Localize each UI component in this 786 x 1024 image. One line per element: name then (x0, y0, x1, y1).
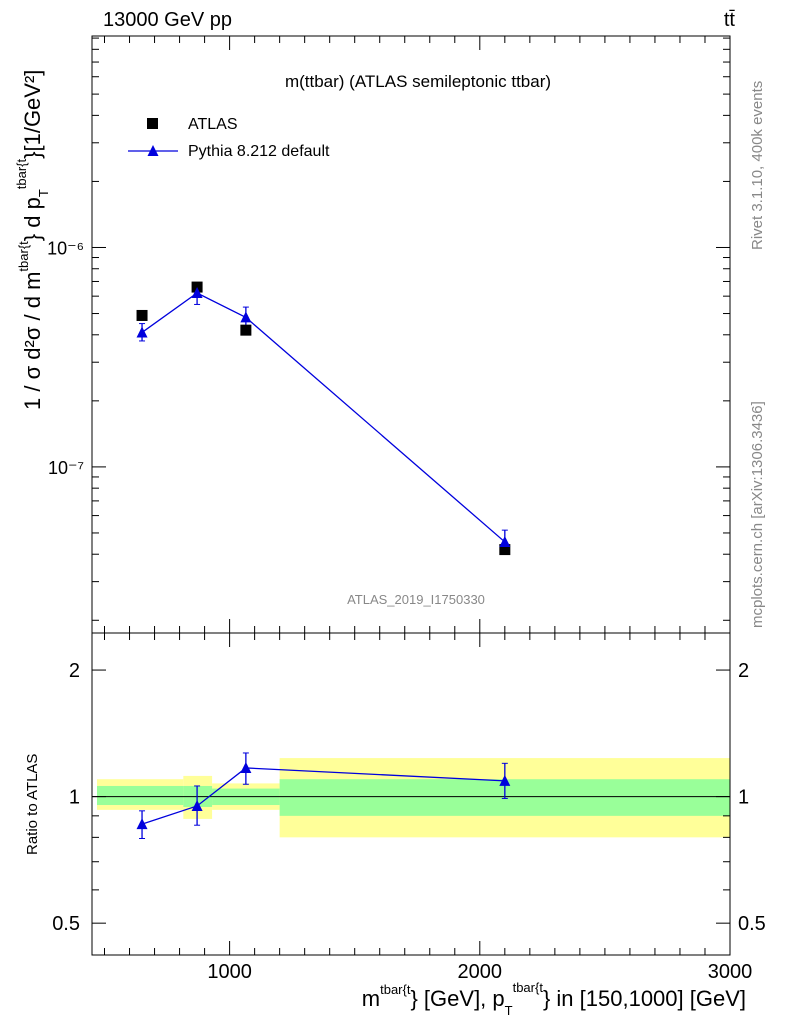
legend-mc-label: Pythia 8.212 default (188, 143, 330, 160)
rivet-label: Rivet 3.1.10, 400k events (749, 81, 766, 250)
x-tick-label: 3000 (708, 961, 753, 983)
ratio-line-group (141, 767, 505, 825)
mcplots-label: mcplots.cern.ch [arXiv:1306.3436] (749, 401, 766, 628)
mc-data-point (499, 535, 511, 547)
main-ylabel: 1 / σ d²σ / d mtbar{t} d pTtbar{t}[1/GeV… (14, 70, 51, 410)
main-tick-labels: 10⁻⁷ 10⁻⁶ (47, 238, 84, 477)
x-axis-label: mtbar{t} [GeV], pTtbar{t} in [150,1000] … (362, 980, 746, 1018)
ratio-data-point (191, 799, 203, 811)
mc-data-point (240, 311, 252, 323)
main-panel: m(ttbar) (ATLAS semileptonic ttbar) ATLA… (14, 35, 731, 634)
uncertainty-bands (97, 758, 730, 838)
atlas-data-point (136, 309, 148, 321)
ratio-markers (136, 761, 511, 830)
mc-data-point (136, 326, 148, 338)
process-label: tt̄ (724, 9, 736, 31)
mc-markers (136, 287, 511, 547)
ratio-tick-label-left: 1 (69, 787, 80, 809)
energy-label: 13000 GeV pp (103, 9, 232, 31)
ratio-data-point (240, 761, 252, 773)
ratio-frame (91, 632, 731, 956)
y-tick-label: 10⁻⁶ (47, 238, 84, 258)
legend: ATLAS Pythia 8.212 default (128, 116, 330, 160)
ratio-data-point (499, 774, 511, 786)
mc-line-group (141, 292, 506, 543)
ratio-tick-label-right: 0.5 (738, 913, 766, 935)
ratio-data-point (136, 818, 148, 830)
main-ticks (92, 36, 731, 633)
legend-atlas-marker (147, 118, 158, 129)
ratio-tick-label-left: 0.5 (52, 913, 80, 935)
ratio-tick-labels: 0.5 0.5 1 1 2 2 (52, 660, 766, 935)
ratio-series-line (141, 767, 505, 825)
ratio-tick-label-right: 2 (738, 660, 749, 682)
atlas-data-point (499, 544, 511, 556)
legend-mc-marker (147, 145, 159, 156)
ratio-ylabel: Ratio to ATLAS (24, 754, 41, 855)
atlas-data-point (240, 324, 252, 336)
x-tick-label: 1000 (207, 961, 252, 983)
x-tick-label: 2000 (458, 961, 503, 983)
watermark: ATLAS_2019_I1750330 (347, 592, 485, 607)
main-title: m(ttbar) (ATLAS semileptonic ttbar) (285, 72, 551, 91)
ratio-tick-label-right: 1 (738, 787, 749, 809)
ratio-panel: 0.5 0.5 1 1 2 2 Ratio to ATLAS 1000 2000 3000 m… (24, 632, 766, 1018)
y-tick-label: 10⁻⁷ (48, 458, 84, 478)
stat-uncertainty-band (97, 785, 184, 806)
atlas-markers (136, 281, 511, 556)
mc-error-bars (139, 282, 508, 553)
legend-atlas-label: ATLAS (188, 116, 238, 133)
ratio-tick-label-left: 2 (69, 660, 80, 682)
mc-data-point (191, 287, 203, 299)
x-tick-labels: 1000 2000 3000 (207, 961, 752, 983)
ratio-ticks (92, 633, 731, 955)
mc-series-line (141, 292, 506, 543)
